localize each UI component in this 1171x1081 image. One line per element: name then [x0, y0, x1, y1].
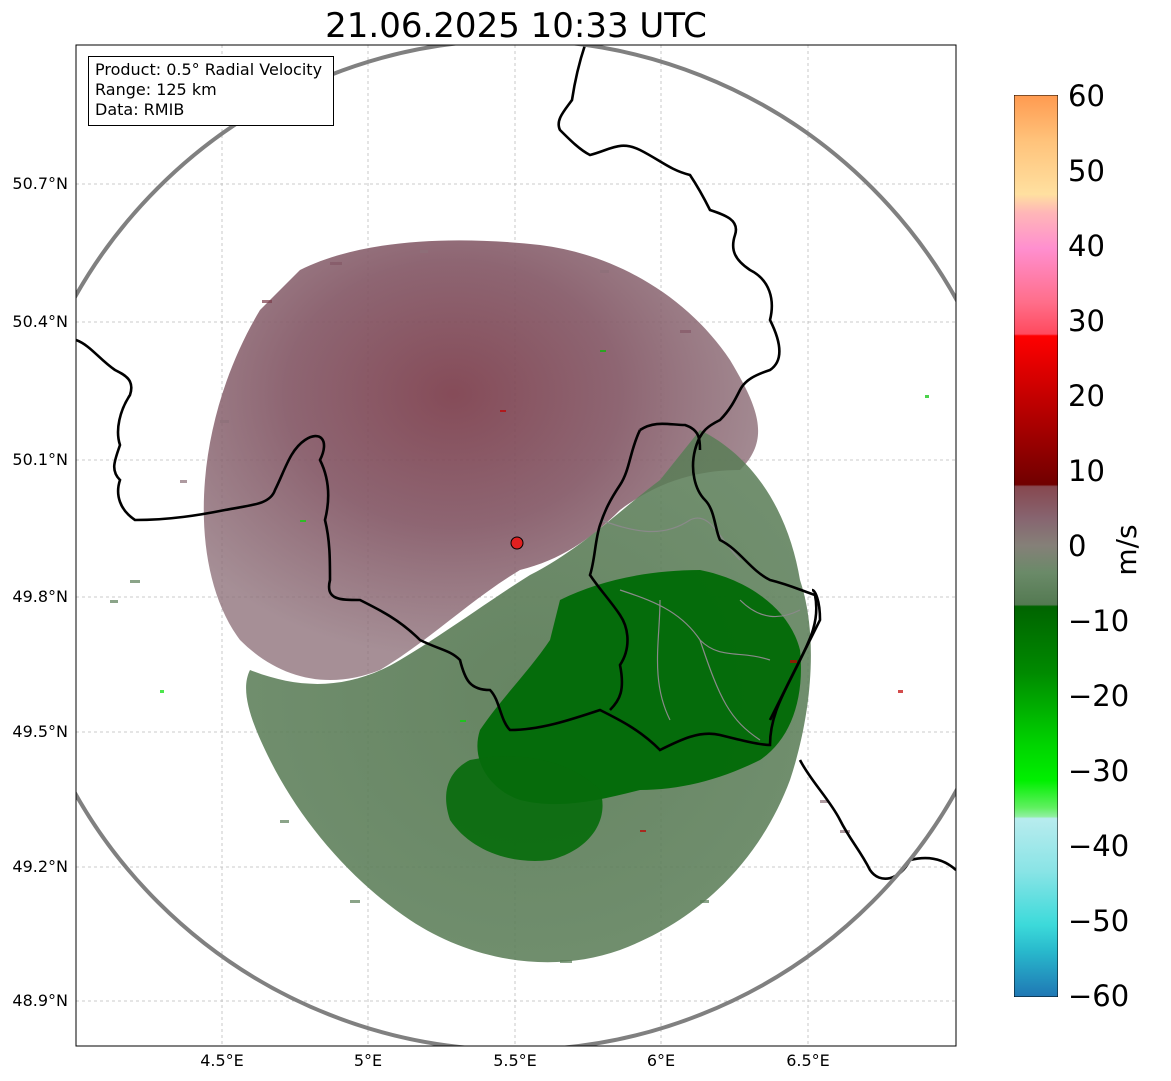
colorbar-tick: −40 — [1068, 829, 1130, 863]
colorbar-unit-label: m/s — [1110, 524, 1143, 576]
colorbar-tick: −60 — [1068, 979, 1130, 1013]
colorbar-tick: 50 — [1068, 154, 1105, 188]
data-source-label: Data: RMIB — [95, 100, 185, 119]
product-label: Product: 0.5° Radial Velocity — [95, 60, 323, 79]
lat-tick: 50.7°N — [12, 174, 68, 193]
lat-tick: 50.1°N — [12, 450, 68, 469]
colorbar-tick: −10 — [1068, 604, 1130, 638]
lon-tick: 6.5°E — [786, 1051, 830, 1070]
plot-frame — [75, 44, 957, 1047]
country-borders — [76, 45, 956, 880]
colorbar-tick: −20 — [1068, 679, 1130, 713]
admin-boundaries — [599, 517, 801, 741]
colorbar-tick: 40 — [1068, 229, 1105, 263]
colorbar-tick: 10 — [1068, 454, 1105, 488]
lon-tick: 4.5°E — [200, 1051, 244, 1070]
colorbar-tick: 60 — [1068, 79, 1105, 113]
lat-tick: 48.9°N — [12, 991, 68, 1010]
lat-tick: 49.5°N — [12, 722, 68, 741]
lon-tick: 6°E — [646, 1051, 676, 1070]
colorbar-tick: 20 — [1068, 379, 1105, 413]
colorbar-tick: 0 — [1068, 529, 1087, 563]
velocity-colorbar — [1014, 95, 1058, 997]
radar-site-marker — [510, 536, 524, 550]
strong-approaching-tail — [446, 756, 603, 861]
lon-tick: 5.5°E — [493, 1051, 537, 1070]
colorbar-tick: −30 — [1068, 754, 1130, 788]
receding-velocity-echo — [203, 240, 759, 680]
echo-speckle — [110, 250, 929, 963]
product-info-box: Product: 0.5° Radial Velocity Range: 125… — [88, 56, 334, 126]
colorbar-tick: 30 — [1068, 304, 1105, 338]
lon-tick: 5°E — [353, 1051, 383, 1070]
lat-tick: 50.4°N — [12, 312, 68, 331]
range-label: Range: 125 km — [95, 80, 217, 99]
lat-tick: 49.2°N — [12, 857, 68, 876]
strong-approaching-core — [477, 570, 801, 805]
map-title: 21.06.2025 10:33 UTC — [325, 6, 707, 46]
colorbar-tick: −50 — [1068, 904, 1130, 938]
lat-tick: 49.8°N — [12, 587, 68, 606]
